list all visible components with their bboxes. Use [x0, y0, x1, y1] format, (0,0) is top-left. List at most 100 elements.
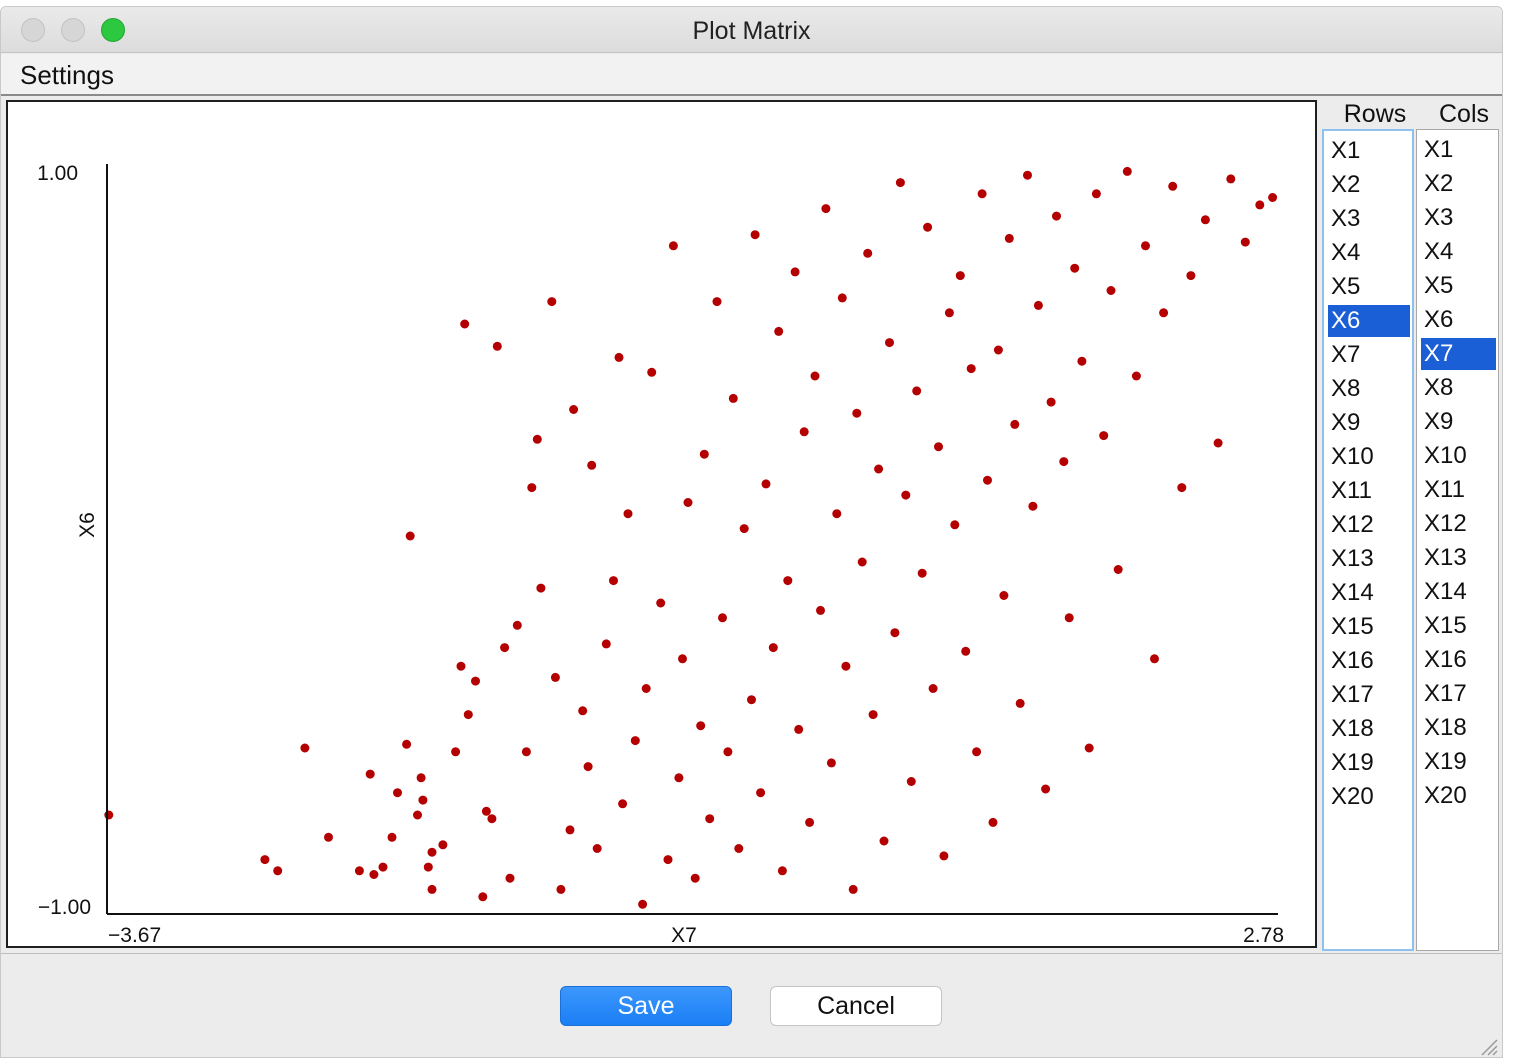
- scatter-point: [816, 605, 825, 615]
- menu-settings[interactable]: Settings: [20, 60, 114, 90]
- scatter-point: [104, 810, 114, 820]
- cols-list-item-x3[interactable]: X3: [1424, 204, 1454, 231]
- scatter-point: [578, 706, 588, 716]
- scatter-point: [718, 613, 727, 623]
- scatter-point: [1004, 233, 1014, 243]
- scatter-point: [1122, 166, 1132, 176]
- scatter-point: [532, 434, 542, 444]
- rows-list-item-x7[interactable]: X7: [1331, 341, 1361, 368]
- scatter-point: [547, 297, 557, 307]
- resize-grip-icon[interactable]: [1476, 1034, 1498, 1056]
- scatter-point: [630, 736, 640, 746]
- rows-list-item-x4[interactable]: X4: [1331, 239, 1361, 266]
- rows-list-item-x13[interactable]: X13: [1331, 545, 1374, 572]
- cols-list-item-x13[interactable]: X13: [1424, 544, 1467, 571]
- scatter-point: [1268, 193, 1278, 202]
- scatter-point: [324, 832, 333, 842]
- scatter-point: [810, 371, 820, 381]
- cols-header: Cols: [1438, 100, 1489, 128]
- scatter-point: [848, 884, 858, 894]
- scatter-point: [1159, 308, 1169, 318]
- close-icon[interactable]: [21, 18, 45, 42]
- x-max-label: 2.78: [1243, 924, 1284, 946]
- scatter-point: [950, 520, 960, 530]
- scatter-point: [774, 326, 784, 336]
- rows-list-item-x2[interactable]: X2: [1331, 171, 1361, 198]
- scatter-point: [993, 345, 1003, 355]
- rows-list-item-x3[interactable]: X3: [1331, 205, 1361, 232]
- scatter-point: [487, 814, 497, 824]
- cols-list-item-x15[interactable]: X15: [1424, 612, 1467, 639]
- scatter-point: [868, 710, 878, 720]
- menu-bar: Settings: [1, 54, 1502, 96]
- rows-list[interactable]: X1 X2 X3 X4 X5 X6 X7 X8 X9 X10 X11 X12 X13 X14 X15 X16 X…: [1322, 129, 1414, 951]
- scatter-point: [1106, 286, 1116, 295]
- scatter-point: [901, 490, 911, 500]
- scatter-point: [1015, 698, 1025, 708]
- scatter-point: [944, 308, 954, 318]
- scatter-point: [1010, 419, 1020, 429]
- rows-list-item-x10[interactable]: X10: [1331, 443, 1374, 470]
- rows-list-item-x11[interactable]: X11: [1331, 477, 1372, 504]
- rows-list-item-x18[interactable]: X18: [1331, 715, 1374, 742]
- scatter-point: [906, 777, 916, 786]
- cols-list-item-x20[interactable]: X20: [1424, 782, 1467, 809]
- cols-list-item-x16[interactable]: X16: [1424, 646, 1467, 673]
- scatter-point: [1028, 501, 1038, 511]
- scatter-point: [463, 710, 473, 720]
- scatter-point: [761, 479, 771, 489]
- scatter-point: [478, 892, 488, 902]
- scatter-point: [928, 684, 938, 693]
- cols-list-item-x19[interactable]: X19: [1424, 748, 1467, 775]
- cols-list-item-x1[interactable]: X1: [1424, 136, 1454, 163]
- rows-list-item-x15[interactable]: X15: [1331, 613, 1374, 640]
- minimize-icon[interactable]: [61, 18, 85, 42]
- rows-list-item-x16[interactable]: X16: [1331, 647, 1374, 674]
- scatter-point: [799, 427, 809, 437]
- scatter-point: [393, 788, 402, 798]
- rows-list-item-x19[interactable]: X19: [1331, 749, 1374, 776]
- scatter-point: [587, 460, 597, 470]
- scatter-point: [696, 721, 706, 731]
- scatter-point: [451, 747, 461, 757]
- scatter-point: [663, 855, 673, 865]
- rows-list-item-x5[interactable]: X5: [1331, 273, 1361, 300]
- cols-list-item-x14[interactable]: X14: [1424, 578, 1467, 605]
- cols-list-item-x8[interactable]: X8: [1424, 374, 1454, 401]
- cols-list-item-x6[interactable]: X6: [1424, 306, 1454, 333]
- scatter-point: [609, 576, 618, 586]
- x-axis-title: X7: [671, 924, 697, 946]
- rows-list-item-x12[interactable]: X12: [1331, 511, 1374, 538]
- scatter-point: [728, 393, 738, 403]
- cols-list-item-x7[interactable]: X7: [1421, 338, 1496, 370]
- scatter-point: [438, 840, 448, 850]
- cols-list-item-x10[interactable]: X10: [1424, 442, 1467, 469]
- scatter-point: [471, 676, 480, 686]
- scatter-point: [712, 297, 722, 307]
- scatter-point: [852, 408, 862, 418]
- rows-list-item-x14[interactable]: X14: [1331, 579, 1374, 606]
- rows-list-item-x9[interactable]: X9: [1331, 409, 1361, 436]
- rows-list-item-x1[interactable]: X1: [1331, 137, 1361, 164]
- cancel-button[interactable]: Cancel: [770, 986, 942, 1026]
- scatter-point: [961, 646, 971, 656]
- cols-list-item-x11[interactable]: X11: [1424, 476, 1465, 503]
- cols-list-item-x9[interactable]: X9: [1424, 408, 1454, 435]
- rows-list-item-x6[interactable]: X6: [1328, 305, 1410, 337]
- cols-list-item-x12[interactable]: X12: [1424, 510, 1467, 537]
- cols-list[interactable]: X1 X2 X3 X4 X5 X6 X7 X8 X9 X10 X11 X12 X13 X14 X15 X16 X…: [1416, 129, 1499, 951]
- cols-list-item-x5[interactable]: X5: [1424, 272, 1454, 299]
- cols-list-item-x18[interactable]: X18: [1424, 714, 1467, 741]
- cols-list-item-x2[interactable]: X2: [1424, 170, 1454, 197]
- rows-list-item-x17[interactable]: X17: [1331, 681, 1374, 708]
- zoom-icon[interactable]: [101, 18, 125, 42]
- cols-list-item-x17[interactable]: X17: [1424, 680, 1467, 707]
- rows-list-item-x20[interactable]: X20: [1331, 783, 1374, 810]
- cols-list-item-x4[interactable]: X4: [1424, 238, 1454, 265]
- save-button[interactable]: Save: [560, 986, 732, 1026]
- scatter-point: [1226, 174, 1236, 184]
- rows-list-item-x8[interactable]: X8: [1331, 375, 1361, 402]
- title-bar[interactable]: Plot Matrix: [1, 7, 1502, 53]
- scatter-point: [481, 806, 491, 816]
- scatter-point: [387, 832, 397, 842]
